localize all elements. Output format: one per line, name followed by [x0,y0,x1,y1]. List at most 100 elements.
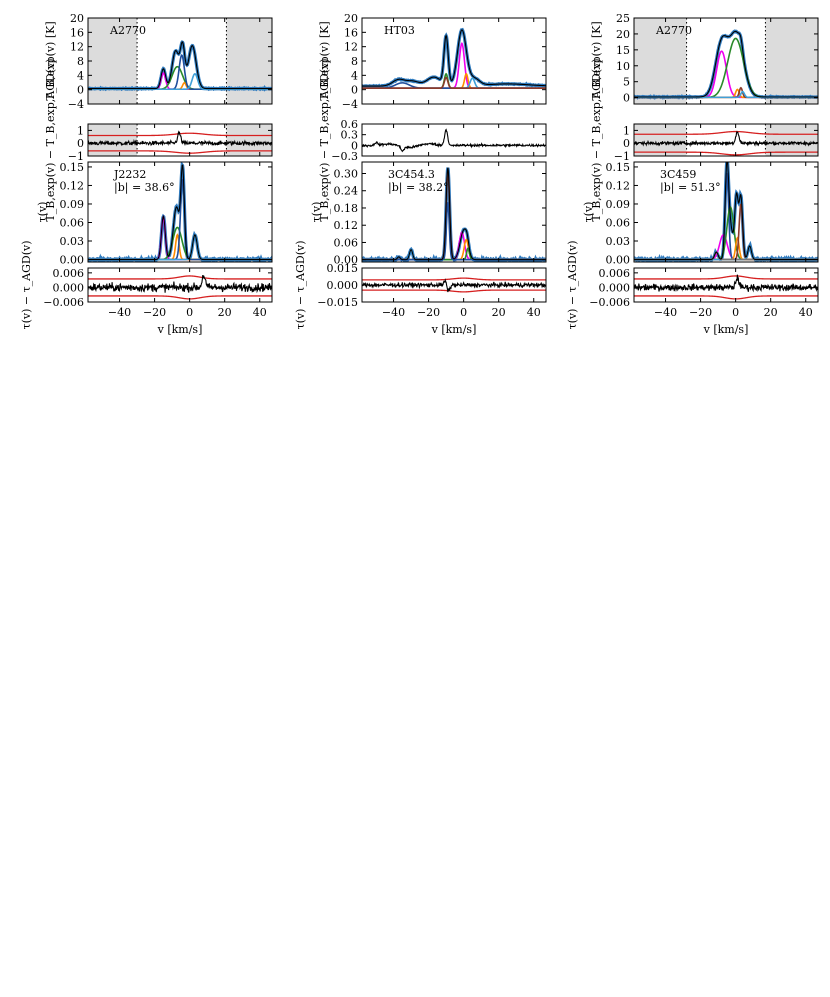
gaussian-component-6 [362,202,546,261]
panel-frame [87,267,273,303]
y-tick-label: 20 [344,12,358,25]
y-tick-label: 0.06 [60,216,85,229]
y-tick-label: 0 [623,92,630,105]
panel-plot-area [88,162,272,262]
y-tick-label: 16 [344,26,358,39]
y-tick-label: 4 [351,69,358,82]
y-tick-label: 20 [616,28,630,41]
panel-plot-area [362,27,546,90]
x-tick-label: 20 [492,306,506,319]
panel-plot-area [362,128,546,153]
y-tick-label: 0.12 [334,219,359,232]
source-name: 3C459 [660,168,696,181]
x-tick-label: 0 [186,306,193,319]
y-tick-label: 0.00 [60,254,85,267]
y-tick-label: 5 [623,76,630,89]
source-name: 3C454.3 [388,168,435,181]
residual-spectrum [88,130,272,147]
y-tick-label: 0.6 [341,118,359,131]
panel-col3-TBres: −1 0 1 T_B,exp(v) − T_B,exp,AGD(v) [590,58,819,222]
y-tick-label: 16 [70,26,84,39]
y-tick-label: 0.06 [606,216,631,229]
y-axis-label: T_B,exp(v) − T_B,exp,AGD(v) [44,58,57,221]
x-tick-label: 40 [799,306,813,319]
y-tick-label: 0.006 [599,267,631,280]
y-tick-label: 12 [344,41,358,54]
y-tick-label: 0 [351,84,358,97]
y-tick-label: 25 [616,12,630,25]
y-tick-label: −0.006 [589,296,630,309]
y-tick-label: 0.000 [327,279,359,292]
x-axis-label: v [km/s] [703,323,749,336]
y-tick-label: −1 [68,150,84,163]
panel-plot-area [362,167,546,262]
source-name: A2770 [109,24,146,37]
y-axis-label: τ(v) [310,202,323,223]
residual-envelope-lower [88,150,272,154]
y-tick-label: −1 [614,150,630,163]
agd-total-fit [634,30,818,98]
panel-frame [361,161,547,263]
x-tick-label: 40 [253,306,267,319]
residual-envelope-upper [88,275,272,280]
panel-plot-area [634,18,818,104]
residual-spectrum [634,274,818,293]
galactic-latitude: |b| = 38.2° [388,181,449,195]
x-tick-label: −20 [689,306,712,319]
panel-frame [87,161,273,263]
y-tick-label: 0.015 [327,262,359,275]
residual-envelope-lower [634,151,818,156]
y-tick-label: 10 [616,60,630,73]
y-tick-label: 8 [351,55,358,68]
y-tick-label: 0.12 [60,179,85,192]
y-tick-label: 0 [77,137,84,150]
masked-region [765,124,818,156]
panel-frame [633,267,819,303]
y-tick-label: 0.09 [606,198,631,211]
y-tick-label: 0.15 [60,161,85,174]
x-axis-label: v [km/s] [157,323,203,336]
panel-col1-tau: 0.00 0.03 0.06 0.09 0.12 0.15 τ(v) J2232|b| = 3… [36,161,273,267]
y-tick-label: 0.000 [53,281,85,294]
observed-spectrum [362,27,546,89]
panel-plot-area [634,162,818,262]
x-tick-label: −40 [108,306,131,319]
y-tick-label: 0.3 [341,129,359,142]
y-axis-label: τ(v) [582,202,595,223]
x-tick-label: 0 [732,306,739,319]
panel-plot-area [88,274,272,300]
y-axis-label: T_B,exp(v) − T_B,exp,AGD(v) [318,58,331,221]
panel-col2-tau: 0.00 0.06 0.12 0.18 0.24 0.30 τ(v) 3C454.3|b| =… [310,161,547,267]
residual-spectrum [634,130,818,148]
panel-col3-TB: 0 5 10 15 20 25 T_B,exp(v) [K] A2770 [590,12,819,105]
panel-plot-area [88,124,272,156]
y-tick-label: −0.006 [43,296,84,309]
panel-plot-area [634,124,818,156]
y-tick-label: 0.06 [334,236,359,249]
source-name: A2770 [655,24,692,37]
agd-total-fit [362,29,546,87]
y-tick-label: 0.03 [606,235,631,248]
y-tick-label: 0.30 [334,167,359,180]
agd-total-fit [88,164,272,261]
y-axis-label: T_B,exp(v) − T_B,exp,AGD(v) [590,58,603,221]
x-tick-label: 0 [460,306,467,319]
panel-plot-area [362,277,546,293]
residual-envelope-lower [88,295,272,300]
masked-region [634,124,687,156]
y-tick-label: 4 [77,69,84,82]
panel-frame [633,123,819,157]
y-tick-label: 1 [623,124,630,137]
y-tick-label: 12 [70,41,84,54]
y-tick-label: 0.09 [60,198,85,211]
galactic-latitude: |b| = 38.6° [114,181,175,195]
masked-region [634,18,687,104]
x-tick-label: −40 [654,306,677,319]
agd-total-fit [634,162,818,261]
galactic-latitude: |b| = 51.3° [660,181,721,195]
